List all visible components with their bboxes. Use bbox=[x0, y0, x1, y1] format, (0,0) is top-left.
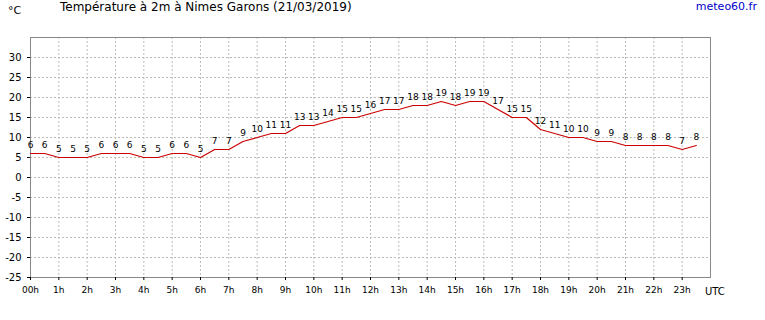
svg-text:15: 15 bbox=[506, 104, 517, 114]
svg-text:15: 15 bbox=[351, 104, 362, 114]
svg-text:11: 11 bbox=[280, 120, 291, 130]
svg-text:-10: -10 bbox=[5, 212, 21, 223]
svg-text:1h: 1h bbox=[53, 285, 64, 295]
svg-text:8: 8 bbox=[623, 132, 629, 142]
svg-text:18: 18 bbox=[450, 92, 462, 102]
svg-text:12h: 12h bbox=[362, 285, 379, 295]
svg-text:5: 5 bbox=[56, 144, 62, 154]
svg-text:13h: 13h bbox=[390, 285, 407, 295]
svg-text:8: 8 bbox=[665, 132, 671, 142]
svg-text:22h: 22h bbox=[645, 285, 662, 295]
svg-text:5: 5 bbox=[198, 144, 204, 154]
svg-text:8h: 8h bbox=[251, 285, 262, 295]
svg-text:10: 10 bbox=[251, 124, 263, 134]
svg-text:7h: 7h bbox=[223, 285, 234, 295]
svg-text:12: 12 bbox=[535, 116, 546, 126]
svg-text:10: 10 bbox=[577, 124, 589, 134]
svg-text:00h: 00h bbox=[22, 285, 39, 295]
svg-text:-25: -25 bbox=[5, 272, 21, 283]
svg-text:15: 15 bbox=[336, 104, 347, 114]
svg-text:5: 5 bbox=[84, 144, 90, 154]
svg-text:23h: 23h bbox=[674, 285, 691, 295]
svg-text:5: 5 bbox=[70, 144, 76, 154]
svg-text:25: 25 bbox=[9, 72, 22, 83]
svg-text:10: 10 bbox=[9, 132, 22, 143]
svg-text:5: 5 bbox=[15, 152, 21, 163]
svg-text:7: 7 bbox=[679, 136, 685, 146]
svg-text:6: 6 bbox=[169, 140, 175, 150]
svg-text:13: 13 bbox=[308, 112, 319, 122]
svg-text:-15: -15 bbox=[5, 232, 21, 243]
svg-text:6: 6 bbox=[28, 140, 34, 150]
svg-text:11: 11 bbox=[266, 120, 277, 130]
svg-text:8: 8 bbox=[693, 132, 699, 142]
svg-text:19: 19 bbox=[478, 88, 490, 98]
svg-text:9: 9 bbox=[608, 128, 614, 138]
svg-text:4h: 4h bbox=[138, 285, 149, 295]
svg-text:5: 5 bbox=[155, 144, 161, 154]
svg-text:14: 14 bbox=[322, 108, 334, 118]
svg-text:9h: 9h bbox=[280, 285, 291, 295]
svg-text:15: 15 bbox=[9, 112, 22, 123]
svg-text:21h: 21h bbox=[617, 285, 634, 295]
svg-text:15: 15 bbox=[521, 104, 532, 114]
svg-text:20h: 20h bbox=[589, 285, 606, 295]
svg-text:7: 7 bbox=[226, 136, 232, 146]
svg-text:19h: 19h bbox=[560, 285, 577, 295]
svg-text:6h: 6h bbox=[195, 285, 206, 295]
svg-text:6: 6 bbox=[183, 140, 189, 150]
svg-text:18: 18 bbox=[421, 92, 433, 102]
svg-text:17: 17 bbox=[492, 96, 503, 106]
svg-text:30: 30 bbox=[9, 52, 22, 63]
svg-text:9: 9 bbox=[240, 128, 246, 138]
svg-text:17: 17 bbox=[379, 96, 390, 106]
svg-text:17h: 17h bbox=[504, 285, 521, 295]
svg-text:11: 11 bbox=[549, 120, 560, 130]
svg-text:-20: -20 bbox=[5, 252, 21, 263]
svg-text:16: 16 bbox=[365, 100, 377, 110]
svg-text:5: 5 bbox=[141, 144, 147, 154]
html-text:°C: °C bbox=[8, 4, 22, 17]
html-text:Température à 2m à Nimes Garon: Température à 2m à Nimes Garons (21/03/2… bbox=[60, 0, 352, 14]
svg-text:13: 13 bbox=[294, 112, 305, 122]
html-text:meteo60.fr: meteo60.fr bbox=[695, 0, 757, 13]
svg-text:-5: -5 bbox=[12, 192, 22, 203]
svg-text:0: 0 bbox=[15, 172, 21, 183]
svg-text:11h: 11h bbox=[334, 285, 351, 295]
svg-text:6: 6 bbox=[98, 140, 104, 150]
svg-text:5h: 5h bbox=[166, 285, 177, 295]
svg-text:20: 20 bbox=[9, 92, 22, 103]
svg-text:6: 6 bbox=[127, 140, 133, 150]
svg-text:10h: 10h bbox=[305, 285, 322, 295]
svg-text:8: 8 bbox=[651, 132, 657, 142]
svg-text:19: 19 bbox=[464, 88, 476, 98]
svg-text:19: 19 bbox=[436, 88, 448, 98]
svg-text:10: 10 bbox=[563, 124, 575, 134]
svg-text:6: 6 bbox=[42, 140, 48, 150]
svg-text:6: 6 bbox=[113, 140, 119, 150]
svg-text:9: 9 bbox=[594, 128, 600, 138]
svg-text:18: 18 bbox=[407, 92, 419, 102]
svg-text:15h: 15h bbox=[447, 285, 464, 295]
svg-text:16h: 16h bbox=[475, 285, 492, 295]
svg-text:18h: 18h bbox=[532, 285, 549, 295]
svg-text:8: 8 bbox=[637, 132, 643, 142]
svg-text:2h: 2h bbox=[81, 285, 92, 295]
html-text:UTC: UTC bbox=[705, 286, 725, 297]
svg-text:14h: 14h bbox=[419, 285, 436, 295]
svg-text:3h: 3h bbox=[110, 285, 121, 295]
svg-text:17: 17 bbox=[393, 96, 404, 106]
svg-text:7: 7 bbox=[212, 136, 218, 146]
